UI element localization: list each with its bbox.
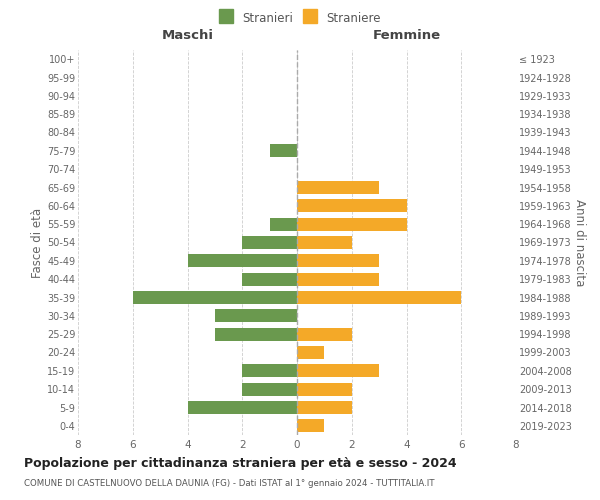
Bar [269,144,297,158]
Bar [187,254,297,268]
Bar [297,382,352,396]
Text: Femmine: Femmine [373,30,440,43]
Bar [297,401,352,414]
Bar [215,328,297,341]
Bar [297,346,325,359]
Bar [297,254,379,268]
Bar [242,382,297,396]
Bar [297,218,407,231]
Bar [297,328,352,341]
Bar [297,181,379,194]
Bar [297,364,379,378]
Bar [297,419,325,432]
Bar [297,291,461,304]
Text: Maschi: Maschi [161,30,214,43]
Bar [242,272,297,286]
Y-axis label: Fasce di età: Fasce di età [31,208,44,278]
Bar [133,291,297,304]
Bar [269,218,297,231]
Bar [297,272,379,286]
Bar [187,401,297,414]
Bar [297,199,407,212]
Text: COMUNE DI CASTELNUOVO DELLA DAUNIA (FG) - Dati ISTAT al 1° gennaio 2024 - TUTTIT: COMUNE DI CASTELNUOVO DELLA DAUNIA (FG) … [24,479,434,488]
Bar [242,236,297,249]
Bar [242,364,297,378]
Bar [215,309,297,322]
Text: Popolazione per cittadinanza straniera per età e sesso - 2024: Popolazione per cittadinanza straniera p… [24,458,457,470]
Legend: Stranieri, Straniere: Stranieri, Straniere [215,8,385,28]
Y-axis label: Anni di nascita: Anni di nascita [572,199,586,286]
Bar [297,236,352,249]
